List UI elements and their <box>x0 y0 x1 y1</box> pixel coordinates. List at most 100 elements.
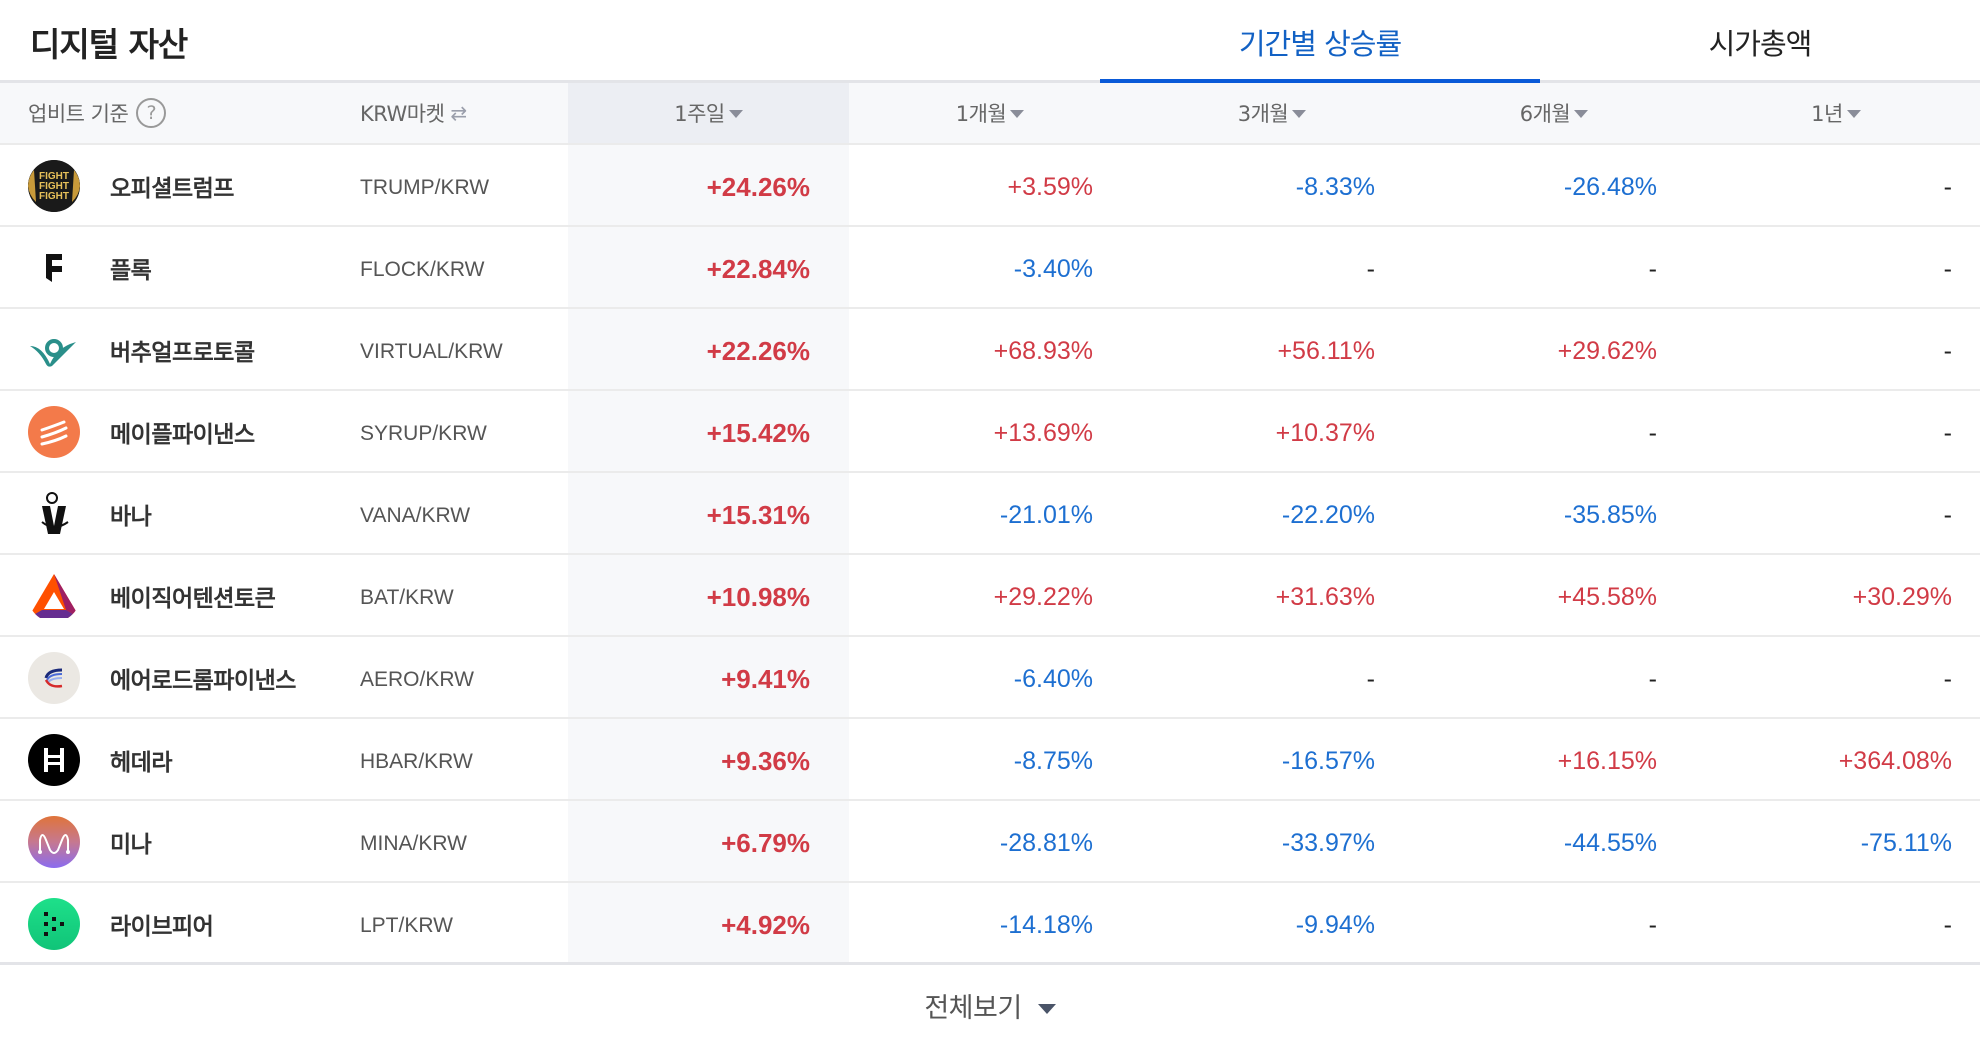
market-pair: BAT/KRW <box>360 586 454 609</box>
sort-caret-icon <box>1010 110 1025 118</box>
table-row[interactable]: 플록 FLOCK/KRW +22.84% -3.40% - - - <box>0 227 1980 309</box>
change-1week: +9.36% <box>721 745 810 776</box>
coin-name[interactable]: 헤데라 <box>110 750 172 776</box>
change-3month: +56.11% <box>1277 336 1375 365</box>
syrup-coin-icon <box>28 406 80 458</box>
change-3month: - <box>1366 254 1375 283</box>
coin-name[interactable]: 버추얼프로토콜 <box>110 340 255 366</box>
market-pair: LPT/KRW <box>360 914 453 937</box>
change-6month: -35.85% <box>1563 500 1657 529</box>
lpt-coin-icon <box>28 898 80 950</box>
table-row[interactable]: 메이플파이낸스 SYRUP/KRW +15.42% +13.69% +10.37… <box>0 391 1980 473</box>
change-1week: +24.26% <box>706 171 810 202</box>
market-pair: TRUMP/KRW <box>360 176 490 199</box>
coin-name[interactable]: 미나 <box>110 832 152 858</box>
change-1month: -28.81% <box>999 828 1093 857</box>
aero-coin-icon <box>28 652 80 704</box>
table-row[interactable]: 버추얼프로토콜 VIRTUAL/KRW +22.26% +68.93% +56.… <box>0 309 1980 391</box>
sorted-column-highlight <box>568 83 849 965</box>
coin-name[interactable]: 베이직어텐션토큰 <box>110 586 276 612</box>
column-1year-label: 1년 <box>1811 102 1843 126</box>
column-3month-header[interactable]: 3개월 <box>1131 83 1413 143</box>
change-1year: +364.08% <box>1838 746 1952 775</box>
trump-coin-icon: FIGHT FIGHT FIGHT <box>28 160 80 212</box>
change-1week: +15.42% <box>706 417 810 448</box>
change-1year: - <box>1943 500 1952 529</box>
coin-name[interactable]: 라이브피어 <box>110 914 214 940</box>
change-3month: +31.63% <box>1275 582 1375 611</box>
change-3month: -16.57% <box>1281 746 1375 775</box>
market-pair: MINA/KRW <box>360 832 467 855</box>
svg-text:FIGHT: FIGHT <box>39 171 69 182</box>
change-1year: - <box>1943 418 1952 447</box>
view-all-button[interactable]: 전체보기 <box>0 965 1980 1046</box>
market-pair: FLOCK/KRW <box>360 258 485 281</box>
coin-name[interactable]: 메이플파이낸스 <box>110 422 255 448</box>
change-1year: - <box>1943 910 1952 939</box>
change-6month: - <box>1648 664 1657 693</box>
sort-caret-icon <box>1292 110 1307 118</box>
change-1month: -8.75% <box>1013 746 1093 775</box>
table-row[interactable]: 에어로드롬파이낸스 AERO/KRW +9.41% -6.40% - - - <box>0 637 1980 719</box>
column-week-header[interactable]: 1주일 <box>568 83 849 143</box>
change-3month: -33.97% <box>1281 828 1375 857</box>
view-all-label: 전체보기 <box>924 993 1022 1024</box>
coin-name[interactable]: 오피셜트럼프 <box>110 176 234 202</box>
coin-name[interactable]: 에어로드롬파이낸스 <box>110 668 296 694</box>
change-1week: +15.31% <box>706 499 810 530</box>
column-week-label: 1주일 <box>674 102 725 126</box>
top-bar: 디지털 자산 기간별 상승률 시가총액 <box>0 0 1980 86</box>
flock-coin-icon <box>28 242 80 294</box>
change-3month: +10.37% <box>1275 418 1375 447</box>
svg-text:FIGHT: FIGHT <box>39 191 69 202</box>
coin-name[interactable]: 바나 <box>110 504 152 530</box>
change-6month: +16.15% <box>1557 746 1657 775</box>
table-row[interactable]: FIGHT FIGHT FIGHT 오피셜트럼프 TRUMP/KRW +24.26%… <box>0 145 1980 227</box>
change-1month: +68.93% <box>993 336 1093 365</box>
change-1year: - <box>1943 664 1952 693</box>
change-1month: -21.01% <box>999 500 1093 529</box>
sort-caret-icon <box>1574 110 1589 118</box>
change-1month: +29.22% <box>993 582 1093 611</box>
column-1month-header[interactable]: 1개월 <box>849 83 1131 143</box>
change-1year: -75.11% <box>1860 828 1952 857</box>
change-1week: +22.26% <box>706 335 810 366</box>
table-row[interactable]: 바나 VANA/KRW +15.31% -21.01% -22.20% -35.… <box>0 473 1980 555</box>
tab-period-gain[interactable]: 기간별 상승률 <box>1100 0 1540 86</box>
change-1year: +30.29% <box>1852 582 1952 611</box>
tab-market-cap[interactable]: 시가총액 <box>1708 26 1813 61</box>
virtual-coin-icon <box>28 324 80 376</box>
change-1year: - <box>1943 172 1952 201</box>
change-1week: +4.92% <box>721 909 810 940</box>
column-6month-header[interactable]: 6개월 <box>1413 83 1695 143</box>
change-1week: +9.41% <box>721 663 810 694</box>
market-pair: VANA/KRW <box>360 504 471 527</box>
table-header: 업비트 기준 ? KRW마켓 ⇄ 1주일 1개월 3개월 6개월 1년 <box>0 83 1980 145</box>
swap-icon[interactable]: ⇄ <box>450 101 467 125</box>
change-3month: -8.33% <box>1295 172 1375 201</box>
change-6month: +45.58% <box>1557 582 1657 611</box>
help-icon[interactable]: ? <box>136 98 167 128</box>
coin-name[interactable]: 플록 <box>110 258 152 284</box>
change-1week: +6.79% <box>721 827 810 858</box>
table-row[interactable]: 라이브피어 LPT/KRW +4.92% -14.18% -9.94% - - <box>0 883 1980 965</box>
change-6month: -44.55% <box>1563 828 1657 857</box>
column-market-header[interactable]: KRW마켓 ⇄ <box>360 83 467 143</box>
change-6month: -26.48% <box>1563 172 1657 201</box>
page-title: 디지털 자산 <box>30 25 188 64</box>
change-1month: -6.40% <box>1013 664 1093 693</box>
column-1year-header[interactable]: 1년 <box>1695 83 1977 143</box>
change-1month: +3.59% <box>1007 172 1094 201</box>
asset-list: FIGHT FIGHT FIGHT 오피셜트럼프 TRUMP/KRW +24.26%… <box>0 145 1980 965</box>
table-row[interactable]: 베이직어텐션토큰 BAT/KRW +10.98% +29.22% +31.63%… <box>0 555 1980 637</box>
table-row[interactable]: 헤데라 HBAR/KRW +9.36% -8.75% -16.57% +16.1… <box>0 719 1980 801</box>
column-name-label: 업비트 기준 <box>28 102 129 126</box>
vana-coin-icon <box>28 488 80 540</box>
column-name-header: 업비트 기준 ? <box>28 83 167 143</box>
sort-caret-icon <box>728 110 743 118</box>
change-6month: - <box>1648 910 1657 939</box>
change-1month: +13.69% <box>993 418 1093 447</box>
change-1week: +10.98% <box>706 581 810 612</box>
table-row[interactable]: 미나 MINA/KRW +6.79% -28.81% -33.97% -44.5… <box>0 801 1980 883</box>
change-3month: - <box>1366 664 1375 693</box>
